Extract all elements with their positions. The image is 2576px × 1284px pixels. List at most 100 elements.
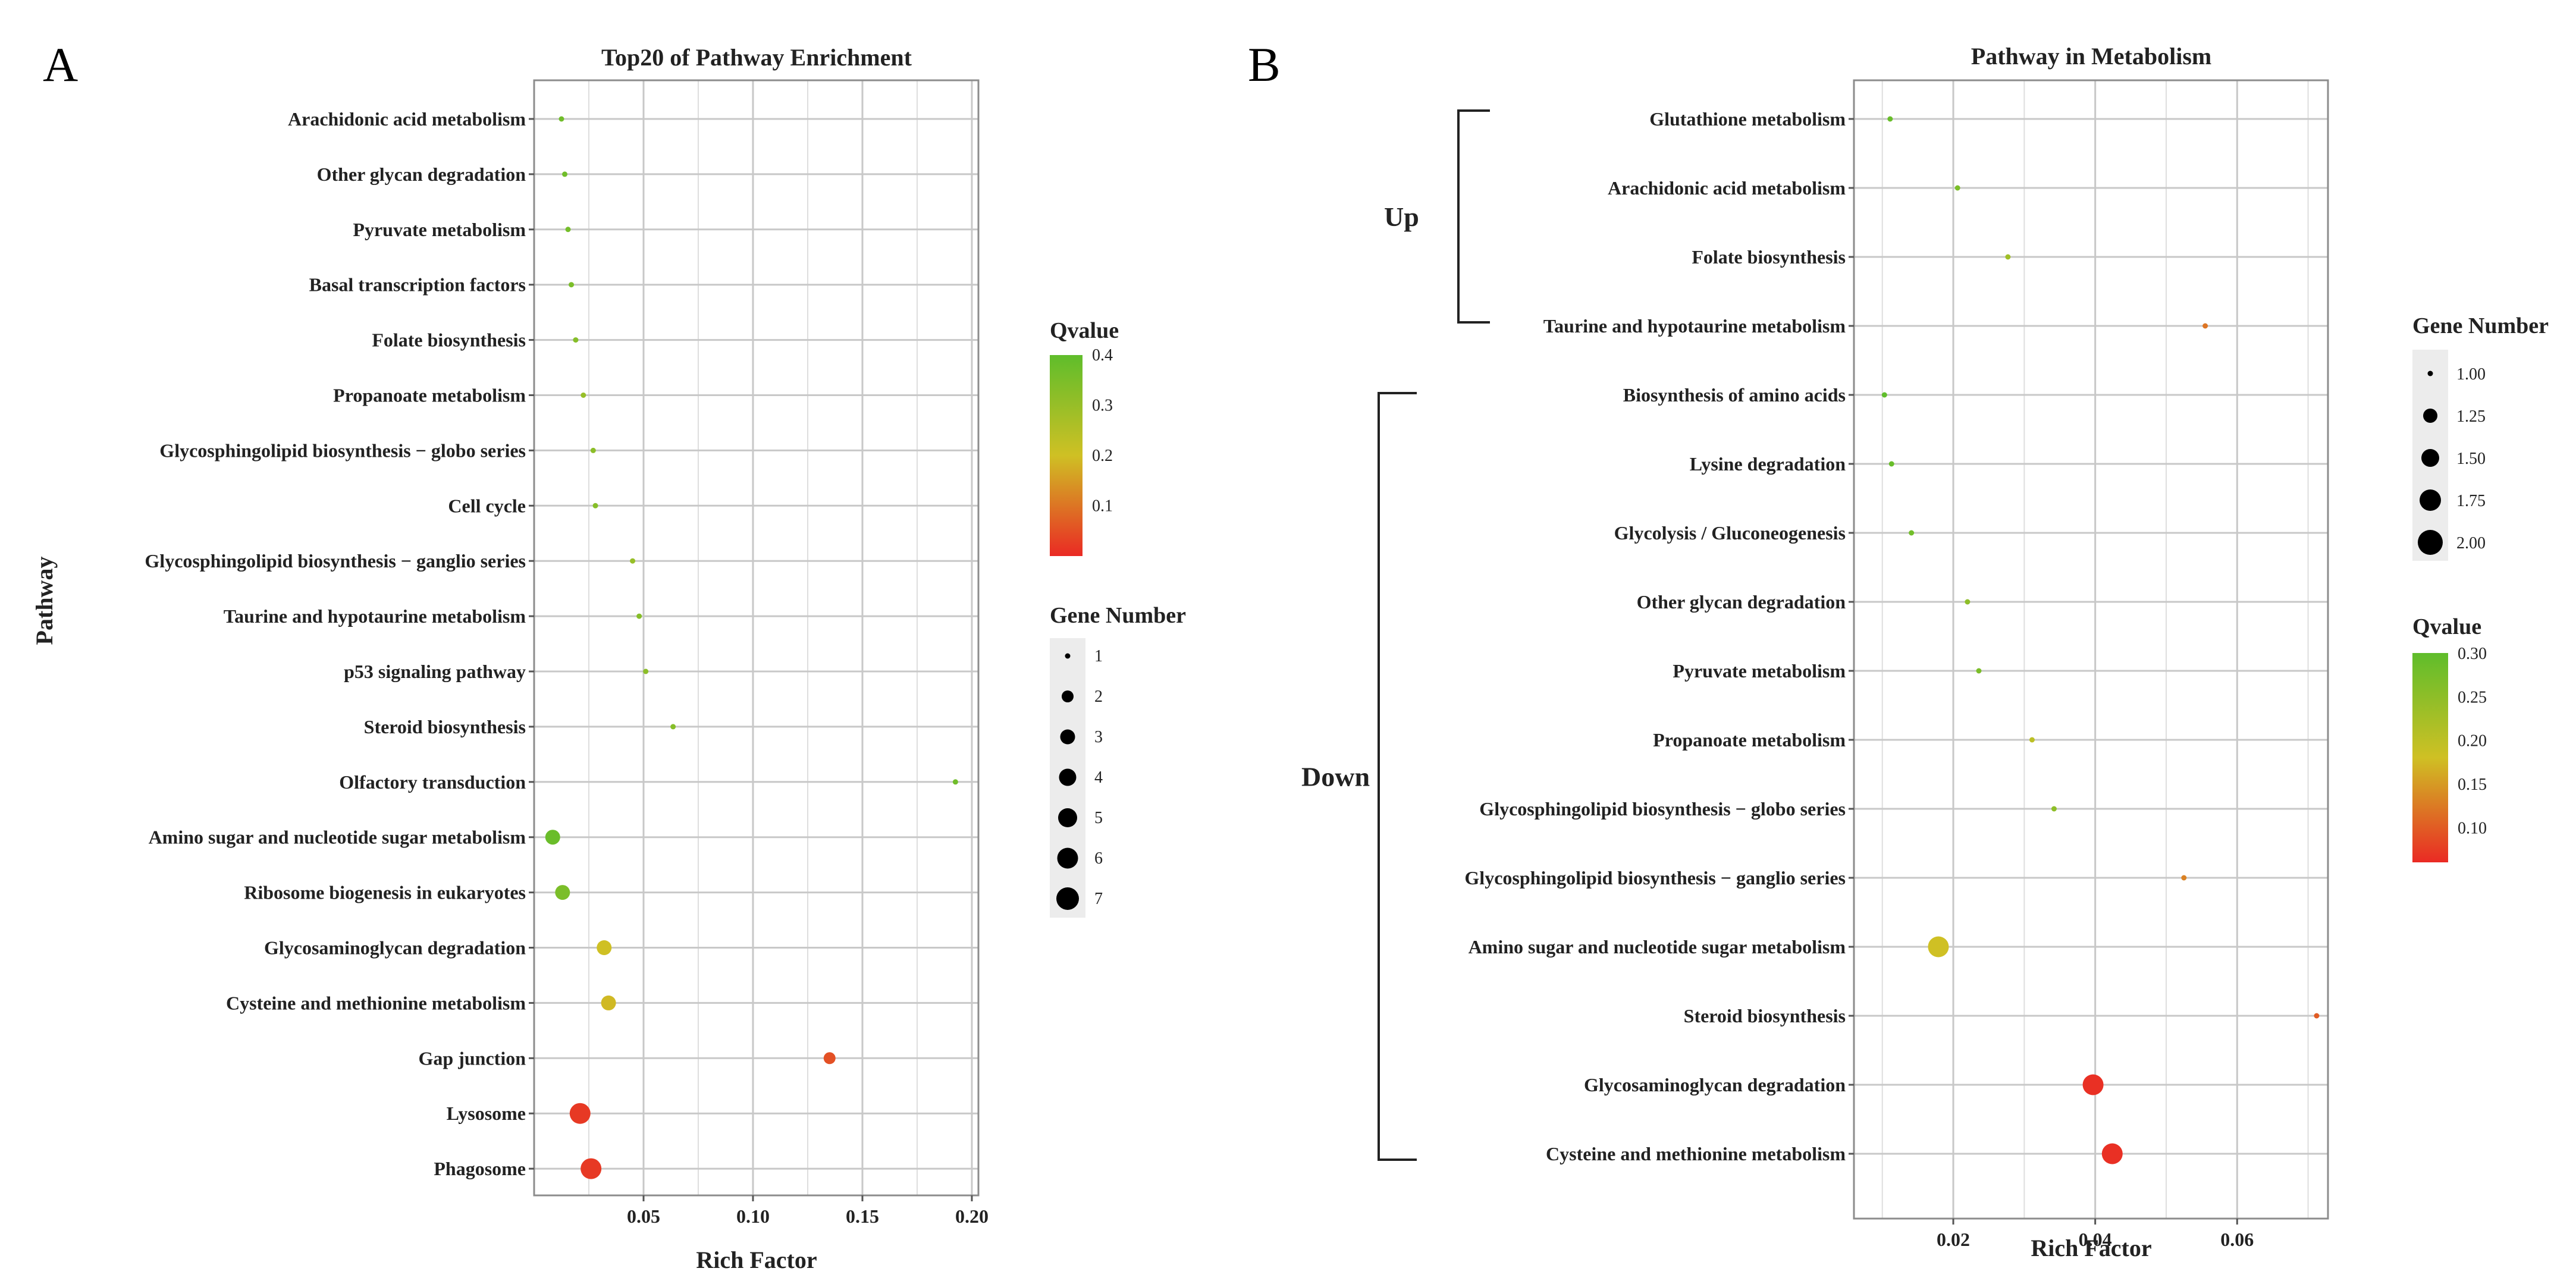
x-tick-label: 0.05 — [627, 1205, 660, 1227]
x-tick-label: 0.10 — [736, 1205, 770, 1227]
data-point — [545, 830, 560, 845]
data-point — [630, 558, 636, 564]
pathway-label: Glycosaminoglycan degradation — [1584, 1074, 1846, 1095]
chart-a-qvalue-ticks: 0.4 0.3 0.2 0.1 — [1083, 346, 1113, 516]
pathway-label: Amino sugar and nucleotide sugar metabol… — [1469, 936, 1846, 957]
data-point — [590, 447, 596, 453]
chart-b-qvalue-colorbar — [2412, 653, 2448, 862]
data-point — [601, 995, 616, 1010]
data-point — [569, 282, 575, 288]
pathway-label: Folate biosynthesis — [372, 329, 526, 351]
data-point — [1976, 668, 1982, 674]
pathway-label: Taurine and hypotaurine metabolism — [1543, 315, 1846, 337]
gene-number-legend-label: 1.25 — [2456, 407, 2486, 426]
data-point — [1888, 461, 1894, 467]
chart-a-qvalue-legend-title: Qvalue — [1050, 318, 1119, 343]
chart-a-gene-number-legend-title: Gene Number — [1050, 603, 1186, 628]
pathway-label: Glycolysis / Gluconeogenesis — [1614, 522, 1846, 544]
data-point — [581, 393, 586, 398]
data-point — [1887, 116, 1893, 122]
chart-b-qvalue-legend-title: Qvalue — [2412, 614, 2481, 639]
gene-number-legend-label: 3 — [1094, 728, 1103, 746]
data-point — [823, 1052, 836, 1065]
pathway-label: p53 signaling pathway — [344, 661, 526, 682]
chart-a-gene-number-legend: 1 2 3 4 5 6 7 — [1056, 647, 1103, 910]
data-point — [2082, 1074, 2104, 1095]
pathway-label: Cell cycle — [448, 495, 526, 516]
data-point — [597, 940, 612, 955]
group-label-up: Up — [1384, 202, 1419, 232]
colorbar-tick-label: 0.2 — [1092, 447, 1113, 465]
gene-number-legend-dot — [2427, 371, 2433, 376]
data-point — [1881, 392, 1887, 398]
data-point — [555, 885, 570, 900]
chart-b-title: Pathway in Metabolism — [1971, 43, 2211, 70]
data-point — [581, 1158, 602, 1179]
pathway-label: Gap junction — [419, 1047, 526, 1069]
gene-number-legend-label: 1 — [1094, 647, 1103, 665]
chart-b-points — [1881, 116, 2320, 1164]
gene-number-legend-dot — [2418, 530, 2443, 555]
gene-number-legend-dot — [1062, 690, 1074, 702]
data-point — [562, 171, 568, 177]
gene-number-legend-label: 5 — [1094, 809, 1103, 827]
gene-number-legend-dot — [1058, 808, 1077, 827]
pathway-label: Pyruvate metabolism — [353, 219, 526, 240]
chart-b-pathway-labels: Glutathione metabolism Arachidonic acid m… — [1464, 108, 1854, 1164]
pathway-label: Ribosome biogenesis in eukaryotes — [244, 882, 526, 903]
pathway-label: Taurine and hypotaurine metabolism — [224, 605, 526, 627]
pathway-label: Glycosphingolipid biosynthesis − globo s… — [159, 439, 526, 461]
data-point — [2181, 875, 2187, 881]
pathway-label: Glycosphingolipid biosynthesis − ganglio… — [145, 550, 526, 572]
colorbar-tick-label: 0.20 — [2458, 732, 2487, 751]
gene-number-legend-dot — [1056, 887, 1079, 910]
gene-number-legend-dot — [1057, 847, 1078, 869]
group-bracket-up — [1457, 109, 1490, 324]
data-point — [1909, 530, 1915, 536]
pathway-label: Folate biosynthesis — [1692, 246, 1846, 268]
data-point — [2314, 1013, 2320, 1019]
colorbar-tick-label: 0.25 — [2458, 688, 2487, 707]
data-point — [636, 613, 642, 619]
gene-number-legend-label: 4 — [1094, 768, 1103, 787]
pathway-label: Other glycan degradation — [1637, 591, 1846, 613]
chart-b-qvalue-ticks: 0.30 0.25 0.20 0.15 0.10 — [2448, 645, 2487, 837]
pathway-label: Arachidonic acid metabolism — [288, 108, 526, 130]
gene-number-legend-label: 1.75 — [2456, 492, 2486, 510]
pathway-label: Glutathione metabolism — [1649, 108, 1846, 130]
pathway-label: Cysteine and methionine metabolism — [1546, 1143, 1846, 1164]
gene-number-legend-label: 1.00 — [2456, 365, 2486, 384]
data-point — [569, 1103, 591, 1124]
chart-a-title: Top20 of Pathway Enrichment — [601, 44, 912, 71]
pathway-label: Lysine degradation — [1690, 453, 1846, 475]
pathway-label: Lysosome — [447, 1103, 526, 1124]
gene-number-legend-label: 7 — [1094, 890, 1103, 908]
panel-b-chart: Pathway in Metabolism Glutathione metabo… — [1301, 43, 2549, 1261]
data-point — [1928, 936, 1949, 957]
gene-number-legend-dot — [2423, 409, 2437, 423]
gene-number-legend-label: 2 — [1094, 687, 1103, 706]
panel-label-b: B — [1248, 37, 1281, 92]
chart-b-x-axis-title: Rich Factor — [2031, 1235, 2151, 1261]
colorbar-tick-label: 0.10 — [2458, 819, 2487, 837]
pathway-label: Steroid biosynthesis — [1684, 1005, 1846, 1026]
data-point — [643, 668, 649, 674]
data-point — [1965, 599, 1971, 605]
x-tick-label: 0.04 — [2079, 1229, 2112, 1250]
x-tick-label: 0.06 — [2220, 1229, 2254, 1250]
data-point — [2029, 737, 2035, 743]
chart-a-gridlines — [534, 80, 978, 1195]
chart-b-gene-number-legend: 1.00 1.25 1.50 1.75 2.00 — [2418, 365, 2486, 555]
group-label-down: Down — [1301, 762, 1370, 792]
x-tick-label: 0.02 — [1937, 1229, 1970, 1250]
pathway-label: Glycosphingolipid biosynthesis − ganglio… — [1464, 867, 1846, 889]
pathway-label: Biosynthesis of amino acids — [1623, 384, 1846, 406]
pathway-label: Amino sugar and nucleotide sugar metabol… — [149, 827, 526, 848]
gene-number-legend-label: 6 — [1094, 849, 1103, 868]
chart-a-pathway-labels: Arachidonic acid metabolism Other glycan … — [145, 108, 534, 1179]
pathway-label: Basal transcription factors — [309, 274, 526, 296]
colorbar-tick-label: 0.3 — [1092, 397, 1113, 415]
colorbar-tick-label: 0.1 — [1092, 497, 1113, 516]
data-point — [952, 779, 958, 785]
